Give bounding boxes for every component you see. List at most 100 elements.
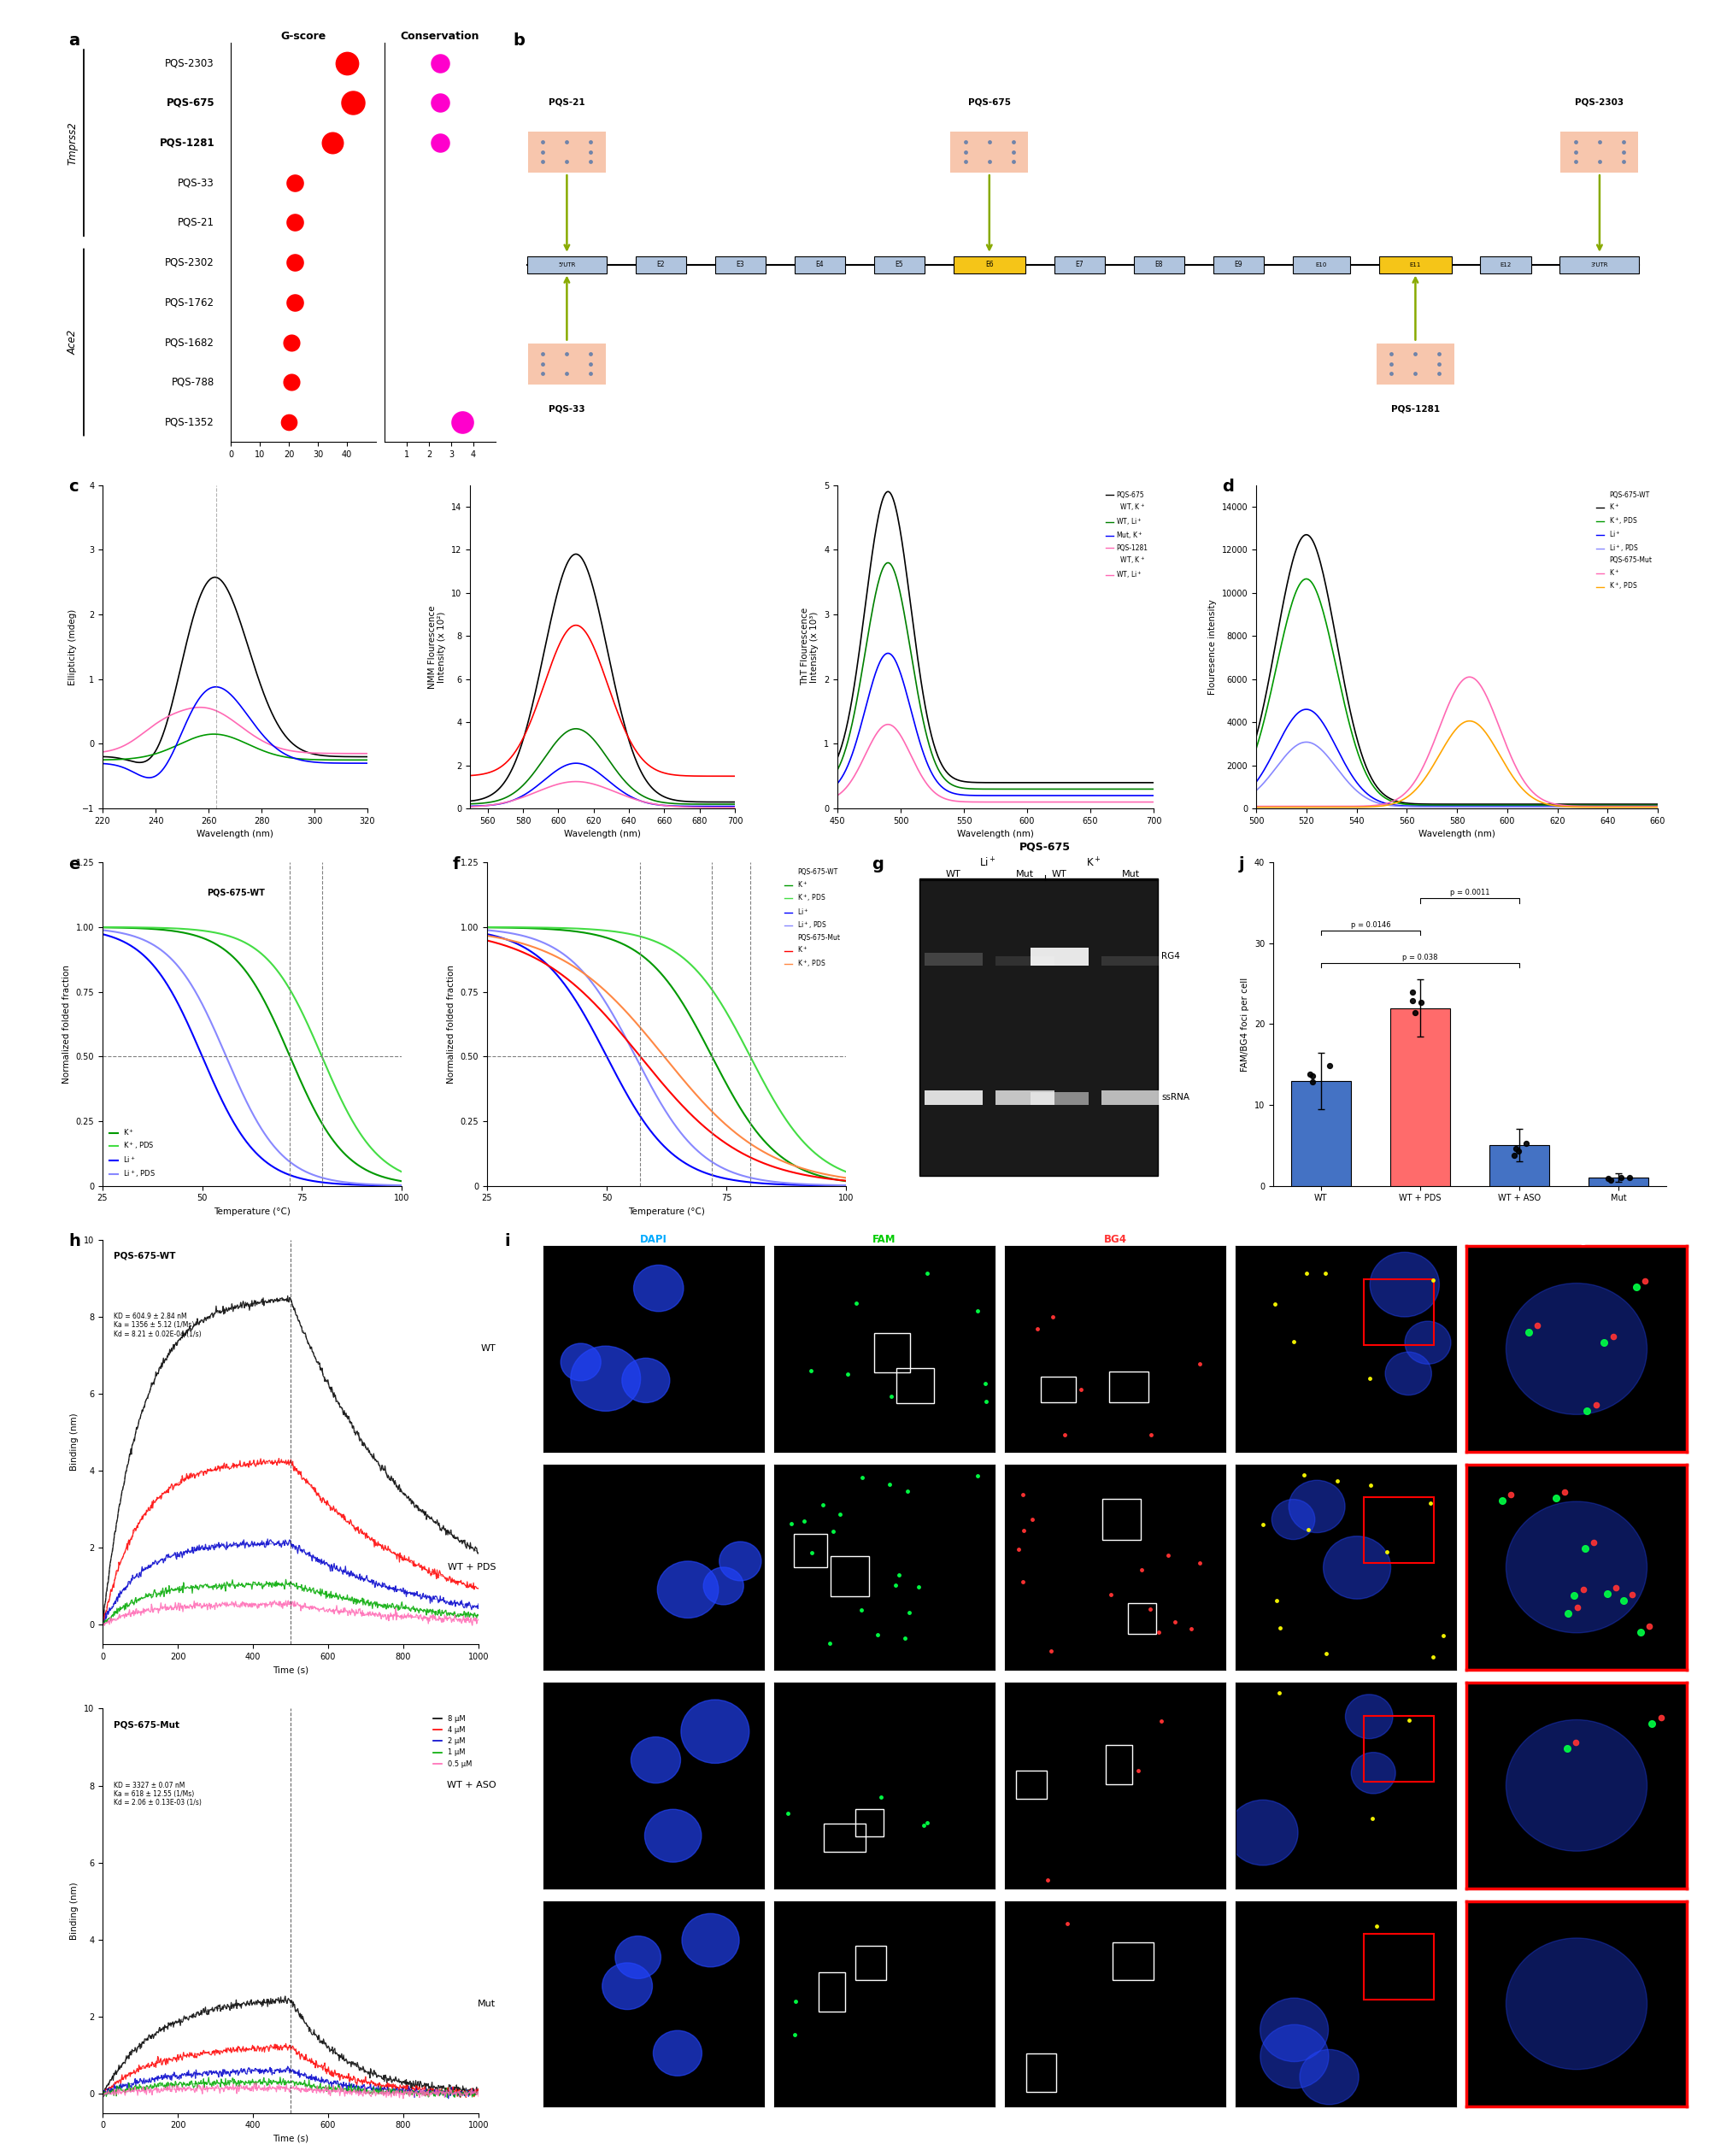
Bar — [1364, 1716, 1434, 1781]
Point — [1299, 1065, 1326, 1100]
Circle shape — [615, 1936, 661, 1979]
Y-axis label: Mut: Mut — [479, 1999, 496, 2007]
X-axis label: Time (s): Time (s) — [272, 1667, 309, 1673]
Line: K$^+$, PDS: K$^+$, PDS — [103, 927, 402, 1171]
Text: E11: E11 — [1410, 263, 1422, 267]
Li$^+$ — [128, 938, 149, 964]
Point — [280, 166, 308, 201]
FancyBboxPatch shape — [1102, 955, 1160, 966]
FancyBboxPatch shape — [1480, 257, 1531, 274]
Point — [1501, 1138, 1528, 1173]
Li$^+$, PDS — [280, 1149, 301, 1175]
Title: Conservation: Conservation — [400, 30, 480, 43]
Circle shape — [653, 2031, 702, 2076]
Y-axis label: Flouresence intensity: Flouresence intensity — [1208, 599, 1217, 694]
Circle shape — [622, 1358, 670, 1404]
K$^+$ — [190, 925, 210, 951]
FancyBboxPatch shape — [795, 257, 844, 274]
Text: c: c — [68, 479, 79, 496]
K$^+$, PDS — [309, 1039, 330, 1065]
X-axis label: Wavelength (nm): Wavelength (nm) — [957, 830, 1034, 839]
Circle shape — [680, 1699, 749, 1764]
Y-axis label: Normalized folded fraction: Normalized folded fraction — [448, 964, 456, 1084]
Point — [320, 125, 347, 160]
Circle shape — [602, 1962, 653, 2009]
Legend: 8 μM, 4 μM, 2 μM, 1 μM, 0.5 μM: 8 μM, 4 μM, 2 μM, 1 μM, 0.5 μM — [431, 1712, 475, 1770]
Y-axis label: Binding (nm): Binding (nm) — [70, 1412, 79, 1470]
K$^+$ — [92, 914, 113, 940]
Point — [1407, 985, 1434, 1020]
Text: E6: E6 — [984, 261, 993, 270]
Circle shape — [1260, 2024, 1328, 2089]
FancyBboxPatch shape — [1292, 257, 1350, 274]
Text: g: g — [872, 856, 884, 873]
Li$^+$, PDS — [308, 1164, 328, 1190]
Text: Ace2: Ace2 — [67, 330, 79, 356]
Point — [1316, 1048, 1343, 1082]
Y-axis label: ThT Flourescence
Intensity (x 10³): ThT Flourescence Intensity (x 10³) — [800, 608, 819, 686]
Circle shape — [1506, 1283, 1647, 1414]
Point — [1401, 996, 1429, 1031]
Title: FAM: FAM — [873, 1233, 896, 1246]
Bar — [1109, 1371, 1148, 1404]
Text: PQS-675: PQS-675 — [1019, 841, 1070, 852]
Point — [280, 205, 308, 239]
Bar — [1113, 1943, 1154, 1981]
FancyBboxPatch shape — [1560, 257, 1639, 274]
Text: PQS-675-Mut: PQS-675-Mut — [115, 1720, 179, 1729]
Circle shape — [658, 1561, 718, 1617]
Circle shape — [1323, 1535, 1391, 1600]
Circle shape — [561, 1343, 602, 1380]
Point — [280, 285, 308, 319]
Bar — [1490, 1145, 1548, 1186]
Li$^+$ — [309, 1169, 330, 1194]
Circle shape — [1271, 1498, 1314, 1539]
Li$^+$, PDS — [309, 1164, 330, 1190]
Li$^+$ — [190, 1039, 210, 1065]
Bar — [1128, 1604, 1157, 1634]
FancyBboxPatch shape — [528, 132, 605, 172]
X-axis label: Wavelength (nm): Wavelength (nm) — [197, 830, 273, 839]
Bar — [1290, 1080, 1350, 1186]
Text: i: i — [504, 1233, 509, 1250]
Text: Tmprss2: Tmprss2 — [67, 121, 79, 164]
Point — [333, 45, 361, 80]
Point — [1504, 1134, 1531, 1169]
X-axis label: Time (s): Time (s) — [272, 2134, 309, 2143]
Legend: PQS-675-WT, K$^+$, K$^+$, PDS, Li$^+$, Li$^+$, PDS, PQS-675-Mut, K$^+$, K$^+$, P: PQS-675-WT, K$^+$, K$^+$, PDS, Li$^+$, L… — [781, 867, 843, 972]
K$^+$ — [210, 934, 231, 959]
Circle shape — [1506, 1938, 1647, 2070]
FancyBboxPatch shape — [714, 257, 766, 274]
FancyBboxPatch shape — [950, 132, 1029, 172]
Text: PQS-1762: PQS-1762 — [164, 298, 215, 308]
Legend: PQS-675-WT, K$^+$, K$^+$, PDS, Li$^+$, Li$^+$, PDS, PQS-675-Mut, K$^+$, K$^+$, P: PQS-675-WT, K$^+$, K$^+$, PDS, Li$^+$, L… — [1593, 489, 1654, 595]
Title: DAPI: DAPI — [641, 1233, 667, 1246]
Bar — [819, 1973, 844, 2012]
Point — [427, 125, 455, 160]
Text: PQS-2302: PQS-2302 — [166, 257, 215, 267]
Bar — [854, 1945, 885, 1979]
X-axis label: Temperature (°C): Temperature (°C) — [214, 1207, 291, 1216]
Li$^+$, PDS — [128, 925, 149, 951]
FancyBboxPatch shape — [1379, 257, 1451, 274]
Li$^+$ — [308, 1169, 328, 1194]
Point — [1299, 1059, 1326, 1093]
FancyBboxPatch shape — [636, 257, 685, 274]
Line: Li$^+$, PDS: Li$^+$, PDS — [103, 929, 402, 1186]
Circle shape — [682, 1915, 740, 1966]
Text: Mut: Mut — [1121, 871, 1140, 880]
Bar — [1015, 1770, 1048, 1800]
Point — [1608, 1160, 1636, 1194]
FancyBboxPatch shape — [1102, 1091, 1160, 1104]
Text: PQS-1682: PQS-1682 — [166, 336, 215, 347]
FancyBboxPatch shape — [1054, 257, 1106, 274]
Text: PQS-788: PQS-788 — [171, 377, 215, 388]
Circle shape — [634, 1266, 684, 1311]
Legend: PQS-675,   WT, K$^+$, WT, Li$^+$, Mut, K$^+$, PQS-1281,   WT, K$^+$, WT, Li$^+$: PQS-675, WT, K$^+$, WT, Li$^+$, Mut, K$^… — [1102, 489, 1150, 582]
Text: p = 0.0011: p = 0.0011 — [1449, 888, 1490, 897]
FancyBboxPatch shape — [925, 1091, 983, 1104]
Bar — [873, 1332, 911, 1371]
Line: Li$^+$: Li$^+$ — [103, 934, 402, 1186]
K$^+$ — [280, 1046, 301, 1072]
Point — [1594, 1162, 1622, 1197]
